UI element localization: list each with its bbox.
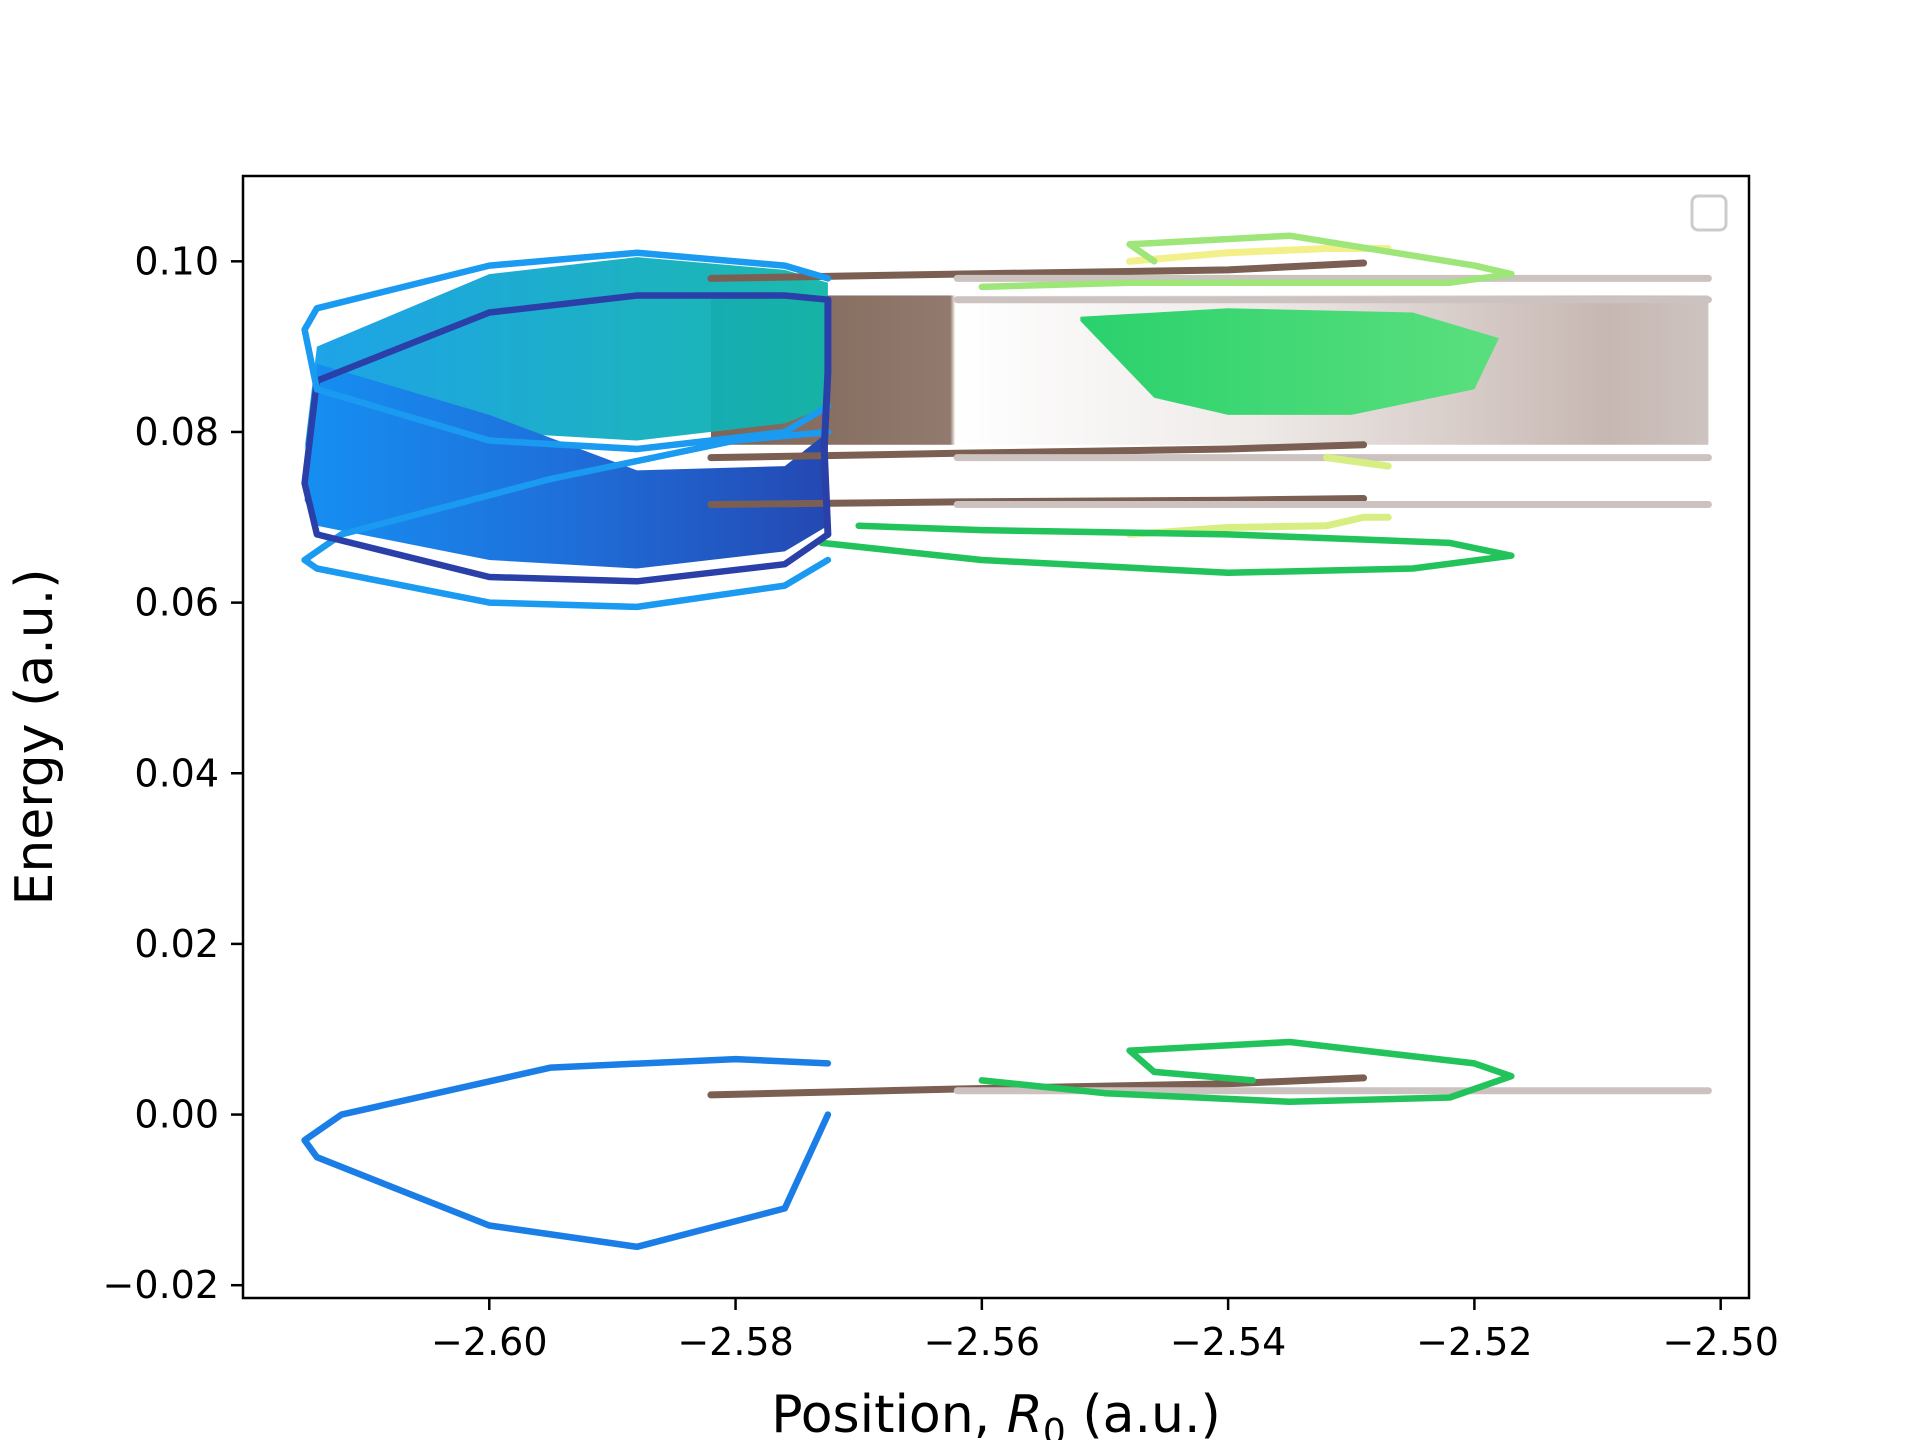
y-tick-label: 0.02 (134, 922, 219, 966)
x-tick-label: −2.56 (924, 1320, 1040, 1364)
green-loop-0 (978, 1038, 1515, 1106)
blue-loop-3 (301, 249, 832, 453)
green-fill (1080, 308, 1499, 415)
x-tick-label: −2.60 (431, 1320, 547, 1364)
plot-frame (241, 174, 1751, 1300)
x-tick-label: −2.58 (677, 1320, 793, 1364)
yellow-line-0 (1126, 513, 1392, 538)
x-axis-title: Position, R0 (a.u.) (771, 1385, 1221, 1440)
blue-loop-2 (301, 292, 832, 585)
y-axis: −0.02 0.00 0.02 0.04 0.06 0.08 0.10 (103, 239, 243, 1307)
legend-box (1690, 194, 1728, 232)
green-loop-2 (978, 232, 1515, 291)
brown-line-2 (707, 259, 1368, 282)
x-tick-label: −2.50 (1662, 1320, 1778, 1364)
brown-line-0 (707, 1074, 1368, 1099)
blue-band (304, 363, 828, 569)
y-tick-label: 0.04 (134, 751, 219, 795)
blue-loop-1 (301, 428, 832, 611)
x-tick-label: −2.54 (1170, 1320, 1286, 1364)
brown-line-5 (707, 441, 1368, 462)
y-tick-label: 0.08 (134, 410, 219, 454)
green-loop-1 (818, 522, 1515, 577)
y-axis-title: Energy (a.u.) (5, 568, 65, 905)
blue-loop-0 (301, 1055, 832, 1251)
yellow-line-1 (1126, 245, 1392, 265)
blue-vertical-trace (820, 296, 832, 538)
y-tick-label: 0.06 (134, 581, 219, 625)
y-tick-label: 0.10 (134, 239, 219, 283)
plot-area (301, 232, 1712, 1251)
x-axis: −2.60 −2.58 −2.56 −2.54 −2.52 −2.50 (431, 1298, 1779, 1364)
x-tick-label: −2.52 (1416, 1320, 1532, 1364)
y-tick-label: 0.00 (134, 1093, 219, 1137)
y-tick-label: −0.02 (103, 1263, 219, 1307)
yellow-line-2 (1323, 454, 1392, 470)
